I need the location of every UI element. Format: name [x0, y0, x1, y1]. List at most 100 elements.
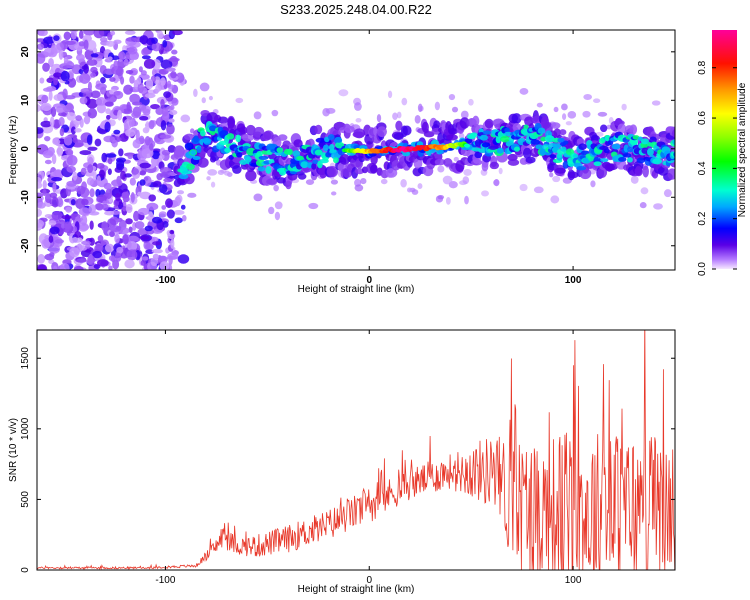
spectrogram-cell — [95, 98, 103, 106]
colorbar-gradient — [712, 30, 737, 269]
colorbar-label: Normalized spectral amplitude — [737, 82, 748, 217]
spectrogram-cell — [178, 173, 189, 180]
y-tick-label: -10 — [20, 190, 31, 205]
spectrogram-cell — [519, 87, 529, 95]
spectrogram-cell — [649, 136, 657, 144]
spectrogram-cell — [72, 171, 78, 181]
spectrogram-cell — [148, 211, 154, 223]
spectrogram-cell — [116, 163, 125, 171]
spectrogram-cell — [576, 165, 587, 171]
spectrogram-cell — [49, 226, 60, 235]
spectrogram-cell — [79, 73, 91, 84]
spectrogram-cell — [190, 150, 196, 156]
spectrogram-cell — [87, 156, 94, 167]
spectrogram-cell — [286, 148, 293, 156]
spectrogram-cell — [74, 128, 82, 133]
spectrogram-cell — [152, 181, 162, 188]
spectrogram-cell — [58, 116, 65, 126]
spectrogram-cell — [180, 204, 186, 210]
spectrogram-cell — [64, 40, 76, 45]
spectrogram-cell — [51, 211, 63, 221]
spectrogram-cell — [355, 118, 362, 123]
spectrogram-cell — [411, 189, 419, 195]
spectrogram-cell — [257, 166, 266, 172]
spectrogram-cell — [99, 64, 107, 75]
spectrogram-cell — [107, 56, 113, 61]
spectrogram-cell — [104, 243, 115, 253]
spectrogram-cell — [207, 169, 218, 176]
snr-y-ticks: 0 500 1000 1500 — [20, 347, 675, 573]
spectrogram-cell — [37, 192, 44, 198]
spectrogram-cell — [567, 171, 579, 179]
spectrogram-cell — [141, 256, 149, 261]
spectrogram-cell — [63, 56, 68, 64]
spectrogram-cell — [81, 198, 89, 206]
spectrogram-cell — [165, 198, 173, 209]
spectrogram-cell — [151, 150, 160, 160]
spectrogram-cell — [448, 94, 456, 101]
spectrogram-cell — [41, 102, 52, 112]
snr-panel: -100 0 100 0 500 1000 1500 Height of straight… — [8, 329, 676, 595]
spectrogram-cell — [80, 214, 88, 226]
spectrogram-cell — [273, 184, 279, 192]
spectrogram-cell — [53, 94, 65, 101]
spectrogram-cell — [507, 153, 518, 162]
spectrogram-cell — [96, 163, 105, 169]
spectrogram-cell — [109, 225, 122, 232]
spectrogram-cell — [148, 119, 155, 130]
spectrogram-cell — [417, 103, 423, 113]
spectrogram-cell — [61, 214, 72, 220]
spectrogram-cell — [161, 107, 169, 117]
spectrogram-cell — [132, 139, 141, 149]
spectrogram-cell — [434, 101, 441, 111]
spectrogram-cell — [66, 165, 76, 173]
spectrogram-cell — [163, 177, 173, 183]
spectrogram-cell — [59, 263, 70, 270]
spectrogram-cell — [622, 153, 632, 158]
spectrogram-cell — [58, 148, 63, 156]
spectrogram-cell — [196, 146, 202, 154]
spectrogram-cell — [108, 255, 116, 262]
spectrogram-cell — [64, 221, 72, 231]
spectrogram-cell — [87, 146, 98, 151]
spectrogram-cell — [86, 134, 93, 146]
spectrogram-cell — [387, 90, 393, 99]
spectrogram-cell — [89, 188, 95, 198]
spectrogram-cell — [109, 231, 115, 238]
spectrogram-cell — [445, 196, 451, 205]
spectrogram-cell — [125, 218, 133, 225]
spectrogram-cell — [235, 134, 241, 143]
spectrogram-cell — [481, 190, 489, 197]
spectrogram-cell — [51, 153, 57, 165]
spectrogram-cell — [629, 124, 638, 135]
spectrogram-cell — [76, 258, 87, 263]
spectrogram-cell — [121, 191, 130, 199]
spectrogram-cell — [201, 137, 212, 144]
spectrogram-cell — [414, 115, 421, 124]
spectrogram-y-label: Frequency (Hz) — [8, 116, 19, 185]
spectrogram-cell — [226, 133, 235, 140]
spectrogram-cell — [124, 173, 133, 178]
spectrogram-cell — [129, 93, 141, 104]
spectrogram-cell — [171, 49, 178, 55]
spectrogram-x-label: Height of straight line (km) — [298, 284, 415, 295]
spectrogram-cell — [101, 152, 107, 163]
spectrogram-cell — [617, 123, 627, 134]
spectrogram-cell — [141, 148, 154, 159]
spectrogram-cell — [464, 138, 473, 144]
spectrogram-cell — [127, 46, 138, 55]
colorbar-tick-label: 0.4 — [697, 161, 708, 175]
spectrogram-cell — [83, 115, 91, 125]
spectrogram-cell — [44, 135, 51, 142]
spectrogram-cell — [330, 191, 337, 196]
spectrogram-cell — [151, 37, 158, 44]
spectrogram-cell — [39, 77, 45, 84]
spectrogram-cell — [140, 70, 147, 76]
spectrogram-cell — [170, 238, 175, 250]
spectrogram-cell — [180, 114, 191, 123]
spectrogram-cell — [53, 35, 60, 42]
spectrogram-cell — [168, 57, 180, 62]
spectrogram-cell — [87, 254, 95, 266]
spectrogram-cell — [560, 146, 567, 152]
